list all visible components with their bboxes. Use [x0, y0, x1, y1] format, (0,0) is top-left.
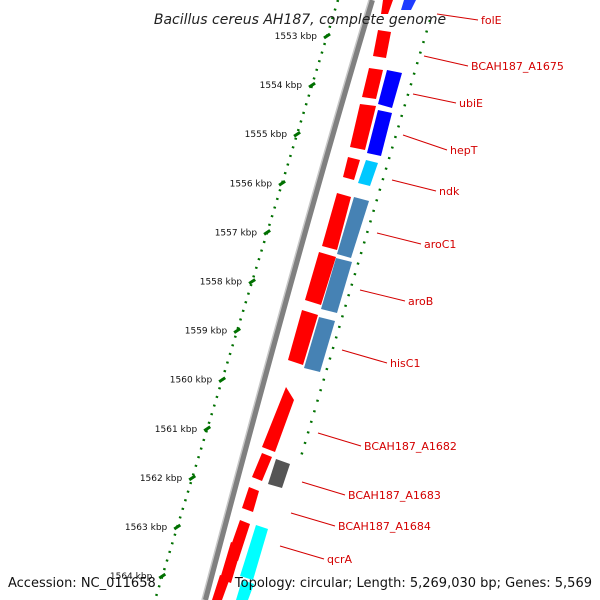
ruler-tick — [323, 32, 331, 40]
gene-arrow-cyan[interactable] — [240, 525, 268, 580]
gene-label-hepT[interactable]: hepT — [450, 144, 478, 157]
gene-arrow-cyan[interactable] — [358, 160, 378, 186]
map-title: Bacillus cereus AH187, complete genome — [154, 12, 446, 28]
ruler-tick-label: 1561 kbp — [155, 425, 198, 435]
ruler-tick — [308, 81, 316, 89]
gene-arrow-steelblue[interactable] — [321, 258, 352, 313]
ruler-tick — [218, 376, 227, 383]
gene-label-BCAH187_A1675[interactable]: BCAH187_A1675 — [471, 60, 564, 73]
ruler-tick — [293, 130, 301, 138]
gene-arrow-steelblue[interactable] — [304, 317, 335, 372]
gene-arrow-blue[interactable] — [401, 0, 416, 10]
accession-text: Accession: NC_011658 — [8, 576, 156, 591]
forward-strand-genes — [212, 0, 393, 600]
ruler-tick-label: 1558 kbp — [200, 278, 243, 288]
ruler-tick — [278, 180, 286, 187]
gene-label-BCAH187_A1684[interactable]: BCAH187_A1684 — [338, 520, 431, 533]
ruler-ticks: 1553 kbp 1554 kbp 1555 kbp 1556 kbp 1557 kbp… — [110, 32, 331, 582]
gene-arrow-steelblue[interactable] — [337, 197, 369, 258]
gene-label-BCAH187_A1682[interactable]: BCAH187_A1682 — [364, 440, 457, 453]
gene-arrow[interactable] — [288, 310, 318, 365]
ruler-tick — [158, 572, 167, 580]
gene-label-aroC1[interactable]: aroC1 — [424, 238, 456, 251]
gene-arrow[interactable] — [242, 487, 259, 512]
topology-text: Topology: circular; Length: 5,269,030 bp… — [234, 576, 592, 591]
ruler-tick-label: 1555 kbp — [245, 130, 288, 140]
gene-arrow[interactable] — [322, 193, 351, 250]
reverse-strand-genes — [236, 0, 416, 600]
gene-arrow[interactable] — [220, 542, 242, 583]
genome-backbone — [202, 0, 375, 600]
gene-arrow-blue[interactable] — [367, 110, 392, 156]
gene-label-qcrA[interactable]: qcrA — [327, 553, 353, 566]
gene-labels: folE BCAH187_A1675 ubiE hepT ndk aroC1 a… — [327, 14, 564, 566]
gene-arrow[interactable] — [373, 30, 391, 58]
ruler-tick — [203, 425, 212, 433]
ruler-tick — [248, 278, 256, 285]
gene-arrow[interactable] — [305, 252, 336, 305]
gene-arrow[interactable] — [350, 104, 376, 150]
ruler-tick-label: 1553 kbp — [275, 32, 318, 42]
gene-arrow-cyan[interactable] — [236, 580, 254, 600]
ruler-tick — [173, 523, 182, 531]
gene-arrow[interactable] — [381, 0, 393, 14]
ruler-tick-label: 1559 kbp — [185, 327, 228, 337]
ruler-tick — [233, 327, 241, 334]
ruler-track — [153, 0, 340, 600]
ruler-tick-label: 1563 kbp — [125, 523, 168, 533]
gene-arrow[interactable] — [362, 68, 383, 99]
gene-label-ndk[interactable]: ndk — [439, 185, 460, 198]
ruler-tick-label: 1554 kbp — [260, 81, 303, 91]
ruler-tick — [263, 229, 271, 236]
gene-arrow[interactable] — [262, 387, 294, 452]
gene-label-folE[interactable]: folE — [481, 14, 502, 27]
gene-arrow-blue[interactable] — [378, 70, 402, 108]
ruler-tick-label: 1562 kbp — [140, 474, 183, 484]
gene-arrow[interactable] — [343, 157, 360, 180]
label-leaders — [279, 13, 479, 560]
ruler-tick — [188, 474, 197, 482]
gene-label-ubiE[interactable]: ubiE — [459, 97, 483, 110]
gene-arrow[interactable] — [212, 575, 230, 600]
ruler-tick-label: 1557 kbp — [215, 228, 258, 238]
genome-backbone-highlight — [201, 0, 370, 600]
gene-label-BCAH187_A1683[interactable]: BCAH187_A1683 — [348, 489, 441, 502]
ruler-tick-label: 1556 kbp — [230, 179, 273, 189]
ruler-tick-label: 1564 kbp — [110, 572, 153, 582]
gene-label-hisC1[interactable]: hisC1 — [390, 357, 420, 370]
ruler-tick-label: 1560 kbp — [170, 376, 213, 386]
gene-arrow-gray[interactable] — [268, 459, 290, 488]
gene-label-aroB[interactable]: aroB — [408, 295, 433, 308]
gene-arrow[interactable] — [252, 453, 272, 481]
